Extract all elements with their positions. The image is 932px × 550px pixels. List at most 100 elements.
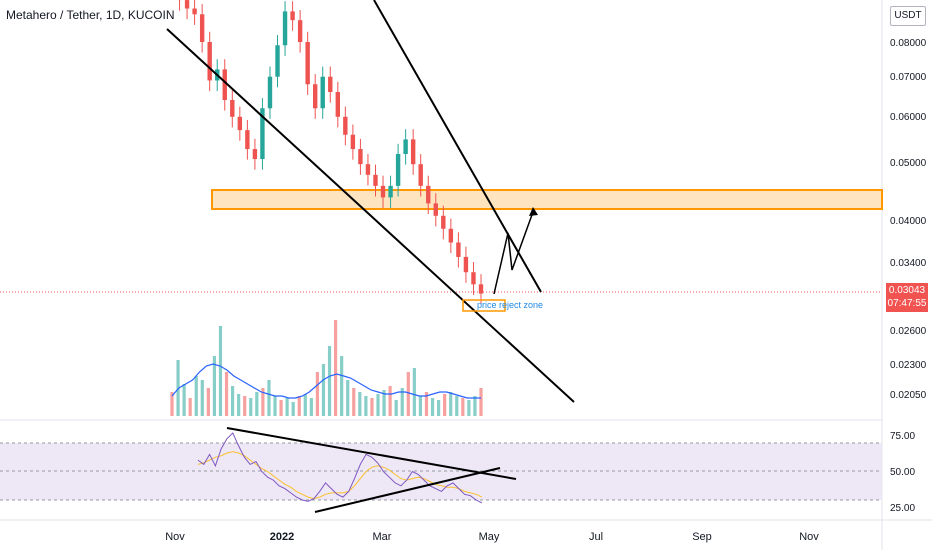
time-scale[interactable]: Nov 2022 Mar May Jul Sep Nov <box>165 531 819 543</box>
candle-body <box>252 149 258 160</box>
volume-bar <box>406 372 410 416</box>
candle-body <box>335 92 341 117</box>
time-tick: May <box>479 531 500 543</box>
candle-body <box>471 272 476 285</box>
volume-bar <box>237 394 241 416</box>
candle-body <box>478 284 484 294</box>
rsi-scale[interactable]: 75.00 50.00 25.00 <box>890 431 915 514</box>
candle-body <box>448 228 454 243</box>
candlesticks <box>177 0 484 305</box>
candle-body <box>237 116 243 131</box>
volume-moving-average <box>171 363 481 399</box>
volume-bar <box>212 356 217 416</box>
time-tick: Mar <box>373 531 392 543</box>
candle-body <box>463 256 469 273</box>
time-tick: Nov <box>165 531 185 543</box>
time-tick: 2022 <box>270 531 294 543</box>
price-tick: 0.03400 <box>890 258 927 269</box>
candle-body <box>312 84 318 109</box>
volume-bar <box>467 400 471 416</box>
volume-bar <box>394 400 398 416</box>
price-tick: 0.06000 <box>890 112 927 123</box>
volume-bar <box>430 398 435 416</box>
rsi-tick: 25.00 <box>890 503 915 514</box>
volume-bar <box>449 392 453 416</box>
candle-body <box>441 215 446 229</box>
volume-bar <box>255 392 259 416</box>
candle-body <box>275 45 280 77</box>
volume-bar <box>230 386 235 416</box>
candle-body <box>456 242 461 257</box>
price-tick: 0.05000 <box>890 158 927 169</box>
volume-bar <box>340 356 344 416</box>
time-tick: Jul <box>589 531 603 543</box>
price-reject-zone-box[interactable] <box>462 299 506 312</box>
volume-bar <box>388 386 392 416</box>
volume-bar <box>333 320 338 416</box>
candle-body <box>267 76 273 109</box>
volume-bar <box>303 394 307 416</box>
price-tick: 0.07000 <box>890 72 927 83</box>
volume-bar <box>443 394 447 416</box>
volume-bar <box>479 388 483 416</box>
volume-bar <box>461 398 465 416</box>
chart-title: Metahero / Tether, 1D, KUCOIN <box>6 8 175 22</box>
volume-bar <box>279 400 283 416</box>
volume-bar <box>370 398 374 416</box>
candle-body <box>290 11 295 21</box>
resistance-zone[interactable] <box>211 189 883 210</box>
volume-bar <box>309 398 313 416</box>
volume-bar <box>346 380 350 416</box>
volume-bar <box>400 388 404 416</box>
volume-bar <box>224 372 229 416</box>
upper-trendline[interactable] <box>373 0 542 293</box>
rsi-line <box>197 432 483 504</box>
price-tick: 0.02300 <box>890 360 927 371</box>
last-price-value: 0.03043 <box>888 285 926 296</box>
currency-selector[interactable]: USDT <box>890 6 926 26</box>
volume-bar <box>358 392 362 416</box>
time-tick: Nov <box>799 531 819 543</box>
candle-body <box>426 185 431 204</box>
candle-body <box>373 174 378 186</box>
volume-bar <box>200 380 204 416</box>
candle-body <box>297 20 303 42</box>
volume-bar <box>473 396 477 416</box>
volume-bar <box>455 396 459 416</box>
candle-body <box>282 11 288 46</box>
volume-bar <box>206 388 210 416</box>
price-scale[interactable]: 0.08000 0.07000 0.06000 0.05000 0.04000 … <box>890 38 927 401</box>
candle-body <box>350 134 356 150</box>
volume-bar <box>321 364 326 416</box>
candle-body <box>245 130 250 150</box>
volume-bar <box>327 346 332 416</box>
price-tick: 0.02050 <box>890 390 927 401</box>
volume-bar <box>382 390 386 416</box>
volume-bar <box>218 326 223 416</box>
candle-body <box>320 76 325 109</box>
candle-body <box>388 185 393 198</box>
candle-body <box>192 8 197 15</box>
projection-path[interactable] <box>493 211 534 295</box>
candle-body <box>343 116 348 135</box>
time-tick: Sep <box>692 531 712 543</box>
volume-bar <box>291 402 295 416</box>
volume-bar <box>170 392 174 416</box>
currency-label: USDT <box>894 10 922 21</box>
candle-body <box>418 164 423 186</box>
candle-body <box>403 139 408 154</box>
candle-body <box>365 164 371 175</box>
rsi-upper-trendline[interactable] <box>226 427 517 480</box>
candle-body <box>358 149 363 165</box>
volume-bar <box>176 360 180 416</box>
volume-bar <box>297 396 301 416</box>
volume-bar <box>188 398 192 416</box>
rsi-tick: 75.00 <box>890 431 915 442</box>
volume-bar <box>418 396 423 416</box>
volume-bar <box>412 368 416 416</box>
volume-bar <box>273 396 277 416</box>
rsi-lower-trendline[interactable] <box>314 467 501 513</box>
lower-trendline[interactable] <box>166 28 575 403</box>
last-price-tag: 0.03043 07:47:55 <box>886 283 928 312</box>
